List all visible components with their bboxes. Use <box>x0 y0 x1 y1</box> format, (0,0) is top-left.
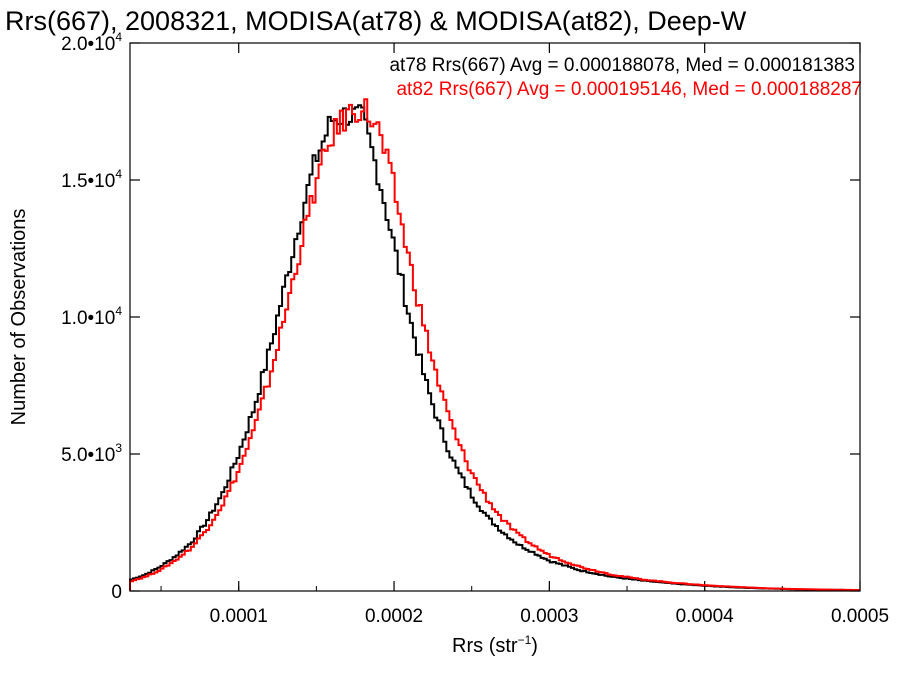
y-tick-exponent: 4 <box>115 30 122 44</box>
histogram-series-at78 <box>129 104 860 592</box>
x-tick-label: 0.0002 <box>365 606 423 627</box>
y-tick-mantissa: 5.0•10 <box>61 445 115 466</box>
x-tick-label: 0.0005 <box>831 606 889 627</box>
y-tick-exponent: 4 <box>115 167 122 181</box>
x-axis-label: Rrs (str−1) <box>452 633 538 657</box>
annotation-at78: at78 Rrs(667) Avg = 0.000188078, Med = 0… <box>389 55 855 76</box>
histogram-series-at82 <box>129 98 860 592</box>
plot-frame <box>129 42 861 592</box>
y-tick-label: 5.0•103 <box>61 441 122 466</box>
y-tick-label: 1.0•104 <box>61 304 122 329</box>
y-tick-exponent: 4 <box>115 304 122 318</box>
x-tick-label: 0.0003 <box>520 606 578 627</box>
y-tick-label: 1.5•104 <box>61 167 122 192</box>
y-axis-label: Number of Observations <box>8 209 30 426</box>
x-axis-label-main: Rrs (str <box>452 635 518 657</box>
y-tick-label: 2.0•104 <box>61 30 122 55</box>
series-group <box>129 98 860 592</box>
x-tick-label: 0.0004 <box>676 606 735 627</box>
x-axis-label-close: ) <box>531 635 538 657</box>
y-tick-mantissa: 1.5•10 <box>61 171 115 192</box>
y-tick-mantissa: 0 <box>111 582 122 603</box>
y-tick-mantissa: 1.0•10 <box>61 308 115 329</box>
chart-title: Rrs(667), 2008321, MODISA(at78) & MODISA… <box>5 6 747 36</box>
x-axis-label-sup: −1 <box>518 633 532 647</box>
annotation-at82: at82 Rrs(667) Avg = 0.000195146, Med = 0… <box>396 79 862 100</box>
x-tick-label: 0.0001 <box>210 606 268 627</box>
y-tick-mantissa: 2.0•10 <box>61 34 115 55</box>
y-tick-label: 0 <box>111 582 122 603</box>
y-tick-exponent: 3 <box>115 441 122 455</box>
